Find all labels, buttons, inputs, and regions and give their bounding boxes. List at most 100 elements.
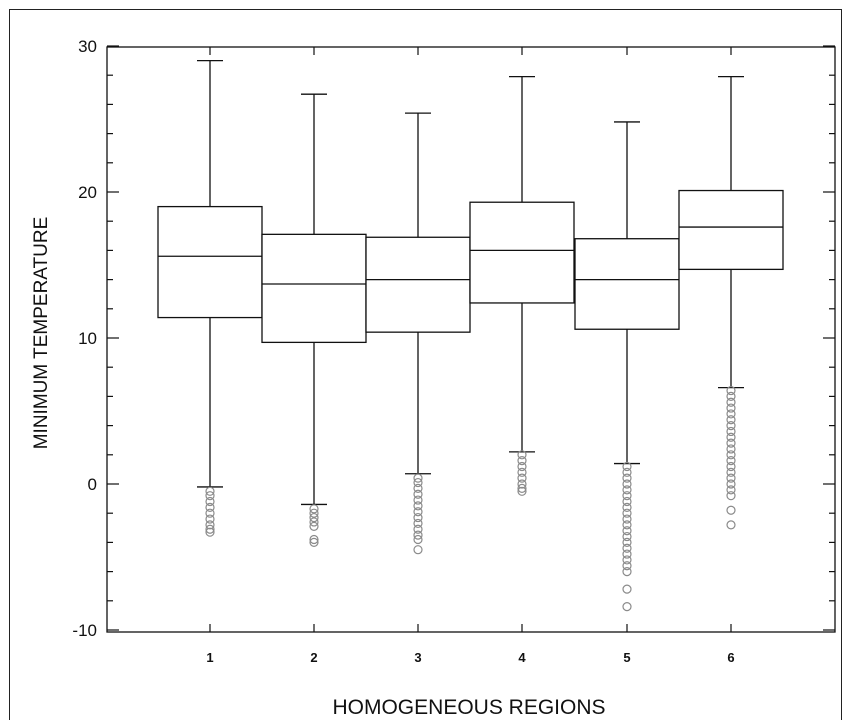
outlier-point xyxy=(413,524,423,534)
outlier-point xyxy=(517,473,527,483)
x-tick-label: 6 xyxy=(727,650,734,665)
outlier-point xyxy=(622,561,632,571)
outlier-point xyxy=(726,473,736,483)
outlier-point xyxy=(205,502,215,512)
outlier-point xyxy=(622,496,632,507)
outlier-point xyxy=(622,467,632,477)
outlier-point xyxy=(622,602,632,612)
box-series xyxy=(157,59,784,612)
outlier-point xyxy=(726,491,736,501)
box-region-5 xyxy=(574,121,680,612)
outlier-point xyxy=(517,450,527,460)
outlier-point xyxy=(413,545,423,555)
outlier-point xyxy=(726,467,736,477)
outlier-point xyxy=(622,549,632,559)
iqr-box xyxy=(469,201,575,304)
outlier-point xyxy=(205,527,215,537)
outlier-point xyxy=(622,502,632,512)
x-tick-label: 5 xyxy=(623,650,630,665)
x-tick-label: 3 xyxy=(414,650,421,665)
outlier-point xyxy=(205,524,215,534)
outlier-point xyxy=(726,421,736,431)
outlier-point xyxy=(622,531,632,542)
outlier-point xyxy=(413,501,423,511)
outlier-point xyxy=(413,489,423,499)
outlier-point xyxy=(622,485,632,495)
outlier-point xyxy=(309,537,319,548)
outlier-point xyxy=(726,397,736,407)
outlier-point xyxy=(517,479,527,489)
outlier-point xyxy=(726,403,736,413)
outlier-point xyxy=(622,473,632,483)
y-tick-label: 20 xyxy=(78,183,97,202)
outlier-point xyxy=(726,432,736,442)
outlier-point xyxy=(517,467,527,477)
outlier-point xyxy=(309,534,319,545)
outlier-point xyxy=(205,520,215,530)
box-region-3 xyxy=(365,112,471,555)
box-region-6 xyxy=(678,76,784,530)
outlier-point xyxy=(413,477,423,488)
outlier-point xyxy=(309,512,319,523)
outlier-point xyxy=(726,520,736,530)
outlier-point xyxy=(622,461,632,472)
box-region-4 xyxy=(469,76,575,496)
outlier-point xyxy=(517,483,527,493)
outlier-point xyxy=(413,518,423,529)
y-axis: -10 0 10 20 30 xyxy=(72,37,835,640)
outlier-point xyxy=(726,456,736,466)
outlier-point xyxy=(622,491,632,501)
outlier-point xyxy=(205,486,215,496)
outlier-point xyxy=(413,530,423,540)
outlier-point xyxy=(622,508,632,518)
outlier-point xyxy=(726,415,736,425)
outlier-point xyxy=(205,496,215,507)
outlier-point xyxy=(309,517,319,527)
outlier-point xyxy=(726,450,736,460)
outlier-point xyxy=(413,483,423,493)
y-tick-label: 0 xyxy=(88,475,97,494)
figure-frame xyxy=(9,9,842,720)
outlier-point xyxy=(205,508,215,518)
outlier-point xyxy=(622,520,632,530)
outlier-point xyxy=(622,526,632,536)
outlier-point xyxy=(413,534,423,545)
outlier-point xyxy=(413,512,423,523)
outlier-point xyxy=(622,537,632,548)
outlier-point xyxy=(622,514,632,524)
iqr-box xyxy=(261,233,367,344)
outlier-point xyxy=(726,409,736,419)
x-tick-label: 1 xyxy=(206,650,213,665)
iqr-box xyxy=(365,236,471,333)
outlier-point xyxy=(205,491,215,501)
outlier-point xyxy=(413,495,423,505)
outlier-point xyxy=(726,505,736,515)
iqr-box xyxy=(157,205,263,319)
outlier-point xyxy=(726,479,736,489)
y-tick-label: -10 xyxy=(72,621,97,640)
y-tick-label: 10 xyxy=(78,329,97,348)
box-region-2 xyxy=(261,93,367,548)
x-tick-label: 2 xyxy=(310,650,317,665)
box-region-1 xyxy=(157,59,263,537)
outlier-point xyxy=(517,456,527,466)
iqr-box xyxy=(574,238,680,330)
x-axis-label: HOMOGENEOUS REGIONS xyxy=(332,696,605,719)
outlier-point xyxy=(622,479,632,489)
outlier-point xyxy=(622,555,632,565)
outlier-point xyxy=(622,543,632,553)
outlier-point xyxy=(726,426,736,437)
outlier-point xyxy=(726,485,736,495)
outlier-point xyxy=(309,504,319,514)
outlier-point xyxy=(622,584,632,594)
outlier-point xyxy=(726,385,736,396)
outlier-point xyxy=(726,438,736,448)
y-tick-label: 30 xyxy=(78,37,97,56)
outlier-point xyxy=(309,521,319,531)
outlier-point xyxy=(517,461,527,472)
outlier-point xyxy=(205,514,215,524)
x-axis: 1 2 3 4 5 6 xyxy=(206,47,735,665)
x-tick-label: 4 xyxy=(518,650,526,665)
plot-area-border xyxy=(106,46,836,633)
